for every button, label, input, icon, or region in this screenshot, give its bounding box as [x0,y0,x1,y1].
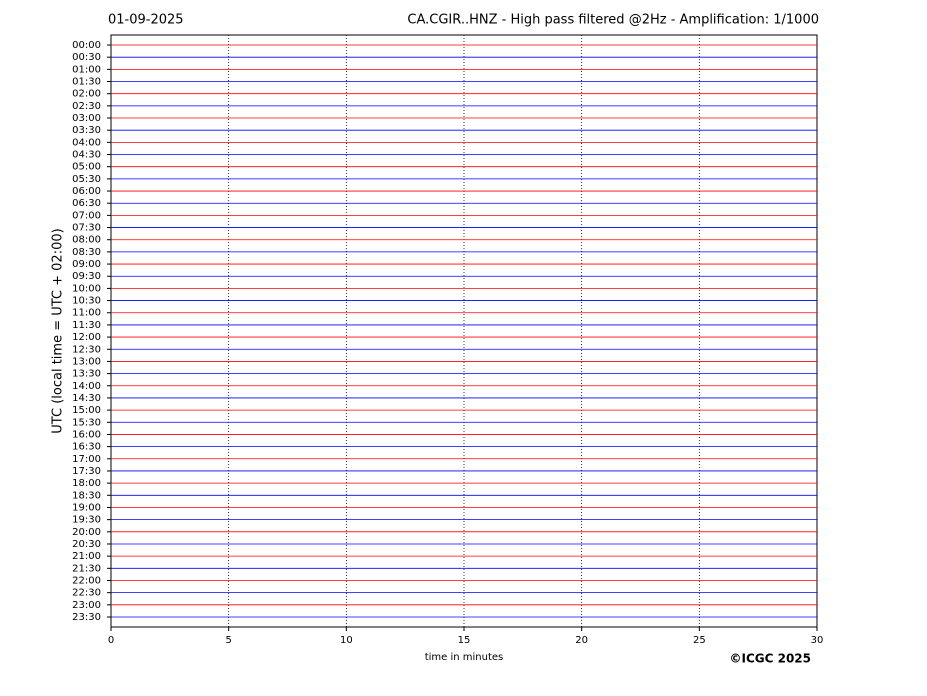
row-label: 00:30 [72,52,101,63]
x-tick-label: 10 [340,635,353,646]
row-label: 19:00 [72,502,101,513]
row-label: 16:00 [72,429,101,440]
row-label: 04:30 [72,150,101,161]
row-label: 12:00 [72,332,101,343]
x-axis-label: time in minutes [425,652,504,663]
row-label: 23:00 [72,600,101,611]
row-label: 00:00 [72,40,101,51]
row-label: 18:00 [72,478,101,489]
row-label: 05:30 [72,174,101,185]
x-tick-label: 30 [811,635,824,646]
row-label: 20:00 [72,527,101,538]
row-label: 22:00 [72,575,101,586]
row-label: 13:30 [72,369,101,380]
row-label: 10:00 [72,283,101,294]
chart-title: CA.CGIR..HNZ - High pass filtered @2Hz -… [407,13,819,28]
row-label: 21:30 [72,563,101,574]
chart-date: 01-09-2025 [108,13,184,28]
row-label: 07:00 [72,210,101,221]
row-label: 06:00 [72,186,101,197]
row-label: 20:30 [72,539,101,550]
row-label: 04:00 [72,137,101,148]
row-label: 09:30 [72,271,101,282]
row-label: 03:00 [72,113,101,124]
row-label: 09:00 [72,259,101,270]
row-label: 14:30 [72,393,101,404]
row-label: 21:00 [72,551,101,562]
row-label: 02:00 [72,89,101,100]
row-label: 22:30 [72,588,101,599]
row-label: 06:30 [72,198,101,209]
row-label: 11:00 [72,308,101,319]
y-axis-label: UTC (local time = UTC + 02:00) [51,228,66,433]
copyright: ©ICGC 2025 [729,652,811,666]
row-label: 23:30 [72,612,101,623]
row-label: 08:30 [72,247,101,258]
row-label: 15:00 [72,405,101,416]
row-label: 08:00 [72,235,101,246]
row-label: 05:00 [72,162,101,173]
x-tick-label: 0 [108,635,114,646]
x-tick-label: 25 [693,635,706,646]
plot-frame [110,34,818,628]
row-label: 01:30 [72,77,101,88]
row-label: 17:30 [72,466,101,477]
row-label: 07:30 [72,223,101,234]
row-label: 02:30 [72,101,101,112]
row-label: 12:30 [72,344,101,355]
row-label: 18:30 [72,490,101,501]
x-tick-label: 20 [575,635,588,646]
x-tick-label: 5 [225,635,231,646]
row-label: 13:00 [72,356,101,367]
row-label: 01:00 [72,64,101,75]
row-label: 15:30 [72,417,101,428]
row-label: 14:00 [72,381,101,392]
x-tick-label: 15 [458,635,471,646]
row-label: 16:30 [72,442,101,453]
row-label: 17:00 [72,454,101,465]
row-label: 19:30 [72,515,101,526]
row-label: 10:30 [72,296,101,307]
row-label: 03:30 [72,125,101,136]
row-label: 11:30 [72,320,101,331]
